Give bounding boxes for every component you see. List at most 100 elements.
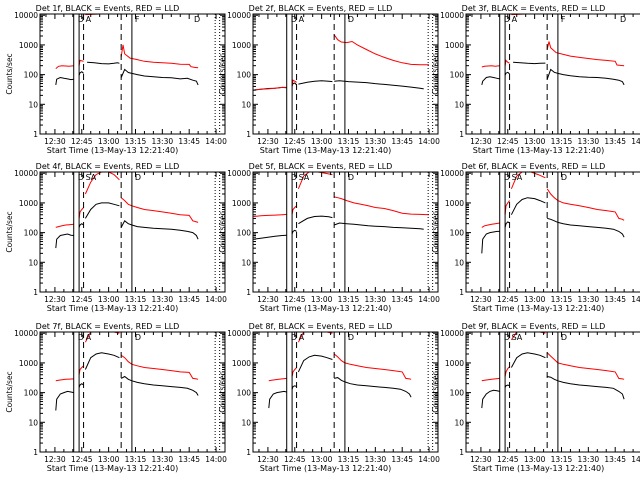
annotation-label: D (504, 15, 510, 24)
series-line-lld (253, 172, 430, 217)
y-tick-label: 10 (241, 100, 251, 109)
series-line-lld (481, 14, 625, 68)
y-tick-label: 100 (24, 389, 39, 398)
series-line-events (55, 352, 199, 411)
x-tick-label: 14:00 (418, 295, 440, 304)
y-axis-label: Counts/sec (5, 371, 14, 412)
x-tick-label: 12:45 (284, 137, 306, 146)
annotation-label: D (504, 333, 510, 342)
plot-frame (465, 13, 640, 135)
x-tick-label: 13:15 (125, 295, 147, 304)
x-tick-label: 13:15 (338, 137, 360, 146)
x-tick-label: 12:30 (44, 137, 66, 146)
panel-title: Det 6f, BLACK = Events, RED = LLD (462, 162, 606, 171)
x-tick-label: 12:30 (257, 455, 279, 464)
annotation-label: D (78, 15, 84, 24)
x-tick-label: 13:15 (551, 455, 573, 464)
plot-frame (252, 331, 439, 453)
x-tick-label: 13:15 (125, 455, 147, 464)
y-tick-label: 1 (246, 288, 251, 297)
y-tick-label: 10 (241, 258, 251, 267)
annotation-label: D (561, 333, 567, 342)
x-tick-label: 12:45 (497, 295, 519, 304)
plot-area: D SA D (55, 172, 221, 292)
y-tick-label: 10000 (227, 169, 251, 178)
y-tick-label: 10000 (14, 169, 38, 178)
x-tick-label: 13:00 (311, 455, 333, 464)
plot-frame (39, 331, 226, 453)
plot-area: D SA D (481, 172, 625, 292)
y-tick-label: 10 (28, 100, 38, 109)
x-axis-label: Start Time (13-May-13 12:21:40) (260, 304, 391, 313)
y-tick-label: 1 (246, 130, 251, 139)
series-line-events (481, 352, 625, 409)
x-tick-label: 13:00 (311, 295, 333, 304)
annotation-label: D (78, 333, 84, 342)
series-line-events (253, 215, 424, 240)
series-line-events (55, 61, 199, 86)
y-tick-label: 100 (24, 229, 39, 238)
series-line-lld (268, 332, 412, 382)
plot-frame (39, 13, 226, 135)
y-tick-label: 10000 (440, 169, 464, 178)
y-tick-label: 1 (459, 288, 464, 297)
x-tick-label: 13:15 (338, 295, 360, 304)
x-tick-label: 12:30 (470, 295, 492, 304)
x-tick-label: 13:00 (524, 295, 546, 304)
series-line-lld (481, 332, 625, 382)
x-tick-label: 12:45 (497, 137, 519, 146)
y-tick-label: 10000 (227, 11, 251, 20)
y-tick-label: 1000 (19, 199, 38, 208)
x-tick-label: 14:00 (205, 455, 227, 464)
series-line-events (253, 80, 424, 91)
annotation-label: D (135, 173, 141, 182)
plot-area: D SA D (481, 332, 625, 452)
panel-title: Det 9f, BLACK = Events, RED = LLD (462, 322, 606, 331)
y-axis-label: Counts/sec (218, 211, 227, 252)
x-tick-label: 13:30 (365, 137, 387, 146)
y-tick-label: 10000 (227, 329, 251, 338)
y-tick-label: 10000 (14, 11, 38, 20)
y-tick-label: 10 (28, 418, 38, 427)
panel-title: Det 1f, BLACK = Events, RED = LLD (36, 4, 180, 13)
x-tick-label: 13:00 (98, 295, 120, 304)
y-tick-label: 1000 (232, 359, 251, 368)
series-line-lld (55, 14, 199, 69)
panel-title: Det 7f, BLACK = Events, RED = LLD (36, 322, 180, 331)
annotation-label: D (620, 15, 626, 24)
y-tick-label: 10 (454, 100, 464, 109)
x-axis-label: Start Time (13-May-13 12:21:40) (473, 464, 604, 473)
x-tick-label: 14:00 (418, 455, 440, 464)
x-tick-label: 12:45 (71, 295, 93, 304)
annotation-label: D (291, 173, 297, 182)
x-axis-label: Start Time (13-May-13 12:21:40) (473, 146, 604, 155)
y-axis-label: Counts/sec (431, 371, 440, 412)
series-line-lld (253, 14, 429, 91)
y-tick-label: 1000 (232, 199, 251, 208)
annotation-label: SA (512, 173, 523, 182)
annotation-label: SA (86, 173, 97, 182)
y-tick-label: 100 (237, 71, 252, 80)
annotation-label: A (299, 15, 305, 24)
y-axis-label: Counts/sec (431, 53, 440, 94)
annotation-label: A (86, 15, 92, 24)
x-tick-label: 12:45 (497, 455, 519, 464)
annotation-label: A (512, 15, 518, 24)
y-tick-label: 100 (450, 71, 465, 80)
x-tick-label: 14:00 (631, 295, 640, 304)
x-tick-label: 13:15 (551, 295, 573, 304)
panel-title: Det 5f, BLACK = Events, RED = LLD (249, 162, 393, 171)
x-tick-label: 13:00 (311, 137, 333, 146)
y-tick-label: 10 (241, 418, 251, 427)
plot-frame (252, 13, 439, 135)
y-tick-label: 100 (450, 389, 465, 398)
x-axis-label: Start Time (13-May-13 12:21:40) (47, 304, 178, 313)
annotation-label: D (291, 15, 297, 24)
x-tick-label: 12:45 (284, 295, 306, 304)
